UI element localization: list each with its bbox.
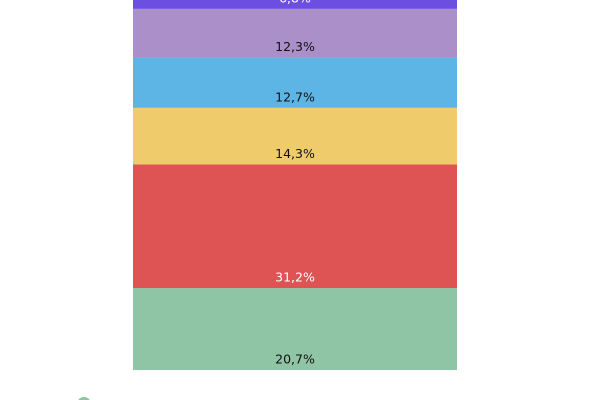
bar-segment [133,57,457,108]
data-label: 12,7% [275,89,315,104]
bar-segment [133,164,457,289]
data-label: 6,8% [279,0,311,5]
legend-swatch [78,397,90,400]
bar-segment [133,107,457,165]
bar-segment [133,288,457,370]
data-label: 20,7% [275,352,315,367]
bar-segment [133,8,457,58]
data-label: 14,3% [275,146,315,161]
legend [78,397,90,400]
bar-segment [133,0,457,9]
data-label: 12,3% [275,39,315,54]
data-label: 31,2% [275,270,315,285]
